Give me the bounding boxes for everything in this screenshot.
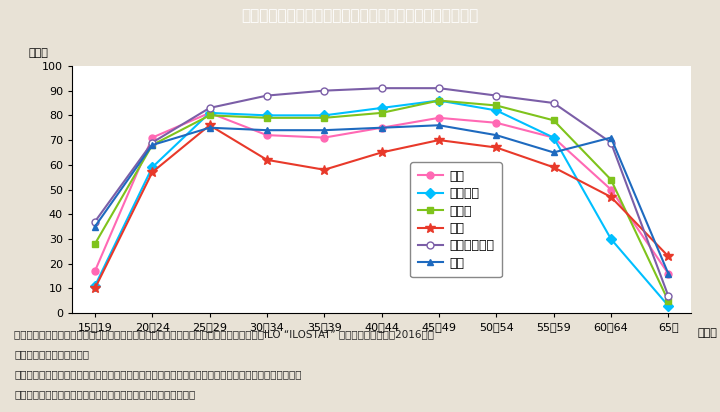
Text: （％）: （％） [29, 49, 48, 59]
Text: ３．　米国の１５～１９歳の値は，１６～１９歳の値。: ３． 米国の１５～１９歳の値は，１６～１９歳の値。 [14, 389, 196, 399]
Text: （備考）１．　日本は総務省「労働力調査（基本集計）」（平成２８年），その他の国はILO “ILOSTAT” より作成。いずれも2016（平: （備考）１． 日本は総務省「労働力調査（基本集計）」（平成２８年），その他の国は… [14, 330, 434, 339]
Text: 成２８）年値。: 成２８）年値。 [14, 349, 89, 359]
Legend: 日本, フランス, ドイツ, 韓国, スウェーデン, 米国: 日本, フランス, ドイツ, 韓国, スウェーデン, 米国 [410, 162, 502, 277]
Text: （歳）: （歳） [698, 328, 717, 338]
Text: Ｉ－２－４図　主要国における女性の年齢階級別労働力率: Ｉ－２－４図 主要国における女性の年齢階級別労働力率 [241, 8, 479, 23]
Text: ２．　労働力率は，「労働力人口（就業者＋完全失業者）」／「１５歳以上人口」＋１００。: ２． 労働力率は，「労働力人口（就業者＋完全失業者）」／「１５歳以上人口」＋１０… [14, 369, 302, 379]
